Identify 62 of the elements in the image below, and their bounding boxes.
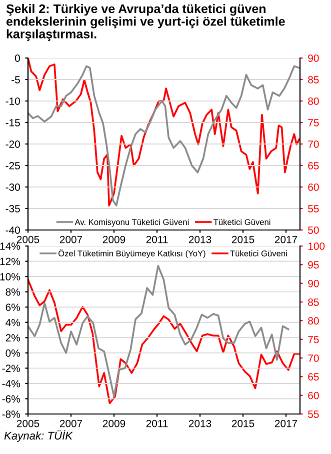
legend-label: Özel Tüketimin Büyümeye Katkısı (YoY) <box>58 249 206 258</box>
x-tick-label: 2015 <box>232 236 254 244</box>
y-tick-label: -35 <box>6 205 20 212</box>
line-series <box>28 278 300 404</box>
y2-tick-label: 85 <box>308 298 319 306</box>
line-series <box>28 264 290 398</box>
y-tick-label: -30 <box>6 184 20 191</box>
y-tick-label: -5 <box>12 76 20 84</box>
text: Kaynak: TÜİK <box>4 430 73 442</box>
y2-tick-label: 60 <box>308 184 319 191</box>
x-tick-label: 2011 <box>146 236 168 244</box>
y2-tick-label: 90 <box>308 280 319 288</box>
y-tick-label: 14% <box>0 242 20 250</box>
chart-title: Şekil 2: Türkiye ve Avrupa’da tüketici güven endekslerinin gelişimi ve yurt-içi özel tüketimle karşılaştırması. <box>6 4 285 41</box>
y-tick-label: 6% <box>6 304 20 311</box>
y2-tick-label: 60 <box>308 392 319 400</box>
y2-tick-label: 85 <box>308 76 319 84</box>
x-tick-label: 2017 <box>274 420 298 428</box>
y-tick-label: 4% <box>6 318 20 326</box>
y2-tick-label: 80 <box>308 98 319 105</box>
y2-tick-label: 55 <box>308 410 319 418</box>
y-tick-label: 8% <box>6 288 20 296</box>
x-tick-label: 2013 <box>188 420 212 428</box>
x-tick-label: 2005 <box>16 236 40 244</box>
y-tick-label: 12% <box>0 258 20 266</box>
y-tick-label: -2% <box>2 364 20 372</box>
y-tick-label: -4% <box>2 380 20 388</box>
y-tick-label: 0% <box>6 349 20 357</box>
legend-label: Av. Komisyonu Tüketici Güveni <box>74 218 189 227</box>
x-tick-label: 2009 <box>102 420 126 428</box>
y-tick-label: -15 <box>6 119 20 126</box>
y2-tick-label: 65 <box>308 162 319 170</box>
legend-label: Tüketici Güveni <box>230 250 287 256</box>
y-tick-label: 2% <box>6 334 20 342</box>
y-tick-label: -10 <box>6 98 20 105</box>
y-tick-label: 10% <box>0 273 20 280</box>
y2-tick-label: 50 <box>308 226 319 234</box>
y2-tick-label: 90 <box>308 54 319 62</box>
y-tick-label: -6% <box>2 395 20 403</box>
x-tick-label: 2017 <box>274 236 298 244</box>
x-tick-label: 2015 <box>232 420 254 428</box>
y2-tick-label: 70 <box>308 354 319 362</box>
y2-tick-label: 100 <box>308 242 325 250</box>
y-tick-label: -20 <box>6 140 20 148</box>
x-tick-label: 2013 <box>188 236 212 244</box>
x-tick-label: 2007 <box>60 420 82 428</box>
y-tick-label: -8% <box>2 410 20 418</box>
x-tick-label: 2009 <box>102 236 126 244</box>
y2-tick-label: 75 <box>308 119 319 126</box>
x-tick-label: 2011 <box>146 420 168 428</box>
y2-tick-label: 95 <box>308 261 319 269</box>
x-tick-label: 2007 <box>60 236 82 244</box>
y2-tick-label: 80 <box>308 317 319 325</box>
y2-tick-label: 65 <box>308 373 319 381</box>
y2-tick-label: 75 <box>308 336 319 344</box>
legend-label: Tüketici Güveni <box>214 218 270 226</box>
y-tick-label: -40 <box>6 226 20 234</box>
y2-tick-label: 55 <box>308 205 319 212</box>
y2-tick-label: 70 <box>308 140 319 148</box>
x-tick-label: 2005 <box>16 420 40 428</box>
y-tick-label: -25 <box>6 162 20 170</box>
y-tick-label: 0 <box>14 54 20 62</box>
